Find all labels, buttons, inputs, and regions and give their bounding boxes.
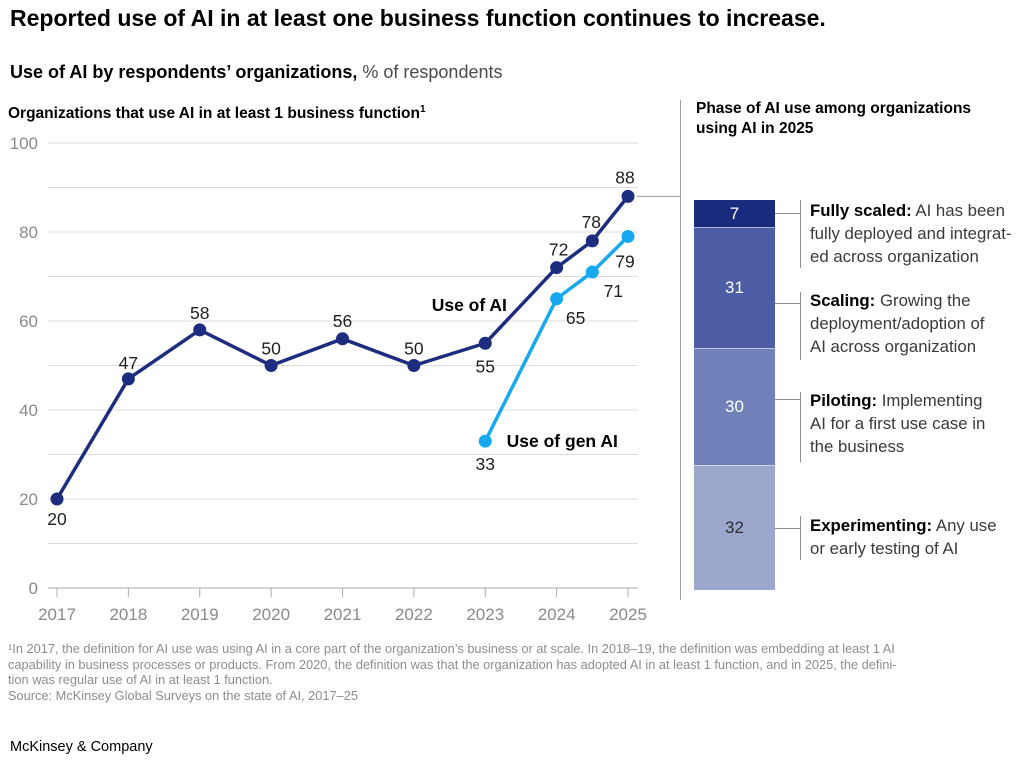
bar-segment-fully-scaled: 7 — [694, 200, 775, 228]
phase-description-piloting: Piloting: Implementing AI for a first use… — [810, 389, 1024, 458]
data-point — [478, 434, 492, 448]
series-annotation: Use of gen AI — [507, 431, 618, 451]
data-label: 65 — [566, 308, 585, 328]
bar-segment-value: 30 — [725, 397, 744, 417]
panel-divider — [680, 100, 681, 600]
x-tick-label: 2025 — [609, 605, 647, 624]
footnote: ¹In 2017, the definition for AI use was … — [8, 641, 897, 703]
data-label: 71 — [604, 281, 623, 301]
phase-term: Scaling: — [810, 291, 876, 310]
data-label: 20 — [47, 509, 67, 529]
bar-segment-value: 32 — [725, 518, 744, 538]
phase-description-line: the business — [810, 437, 905, 456]
subtitle-bold: Use of AI by respondents’ organizations, — [10, 62, 358, 82]
series-line-1 — [483, 234, 630, 443]
phase-description-line: AI for a first use case in — [810, 414, 986, 433]
data-label: 58 — [190, 303, 209, 323]
data-point — [407, 359, 421, 372]
data-label: 72 — [549, 240, 568, 260]
series-annotation: Use of AI — [432, 295, 507, 315]
x-tick-label: 2017 — [38, 605, 76, 624]
data-point — [121, 372, 135, 386]
bar-segment-experimenting: 32 — [694, 465, 775, 590]
phase-description-line: AI across organization — [810, 337, 977, 356]
page-title: Reported use of AI in at least one busin… — [10, 5, 826, 31]
phase-description-fully-scaled: Fully scaled: AI has been fully deployed … — [810, 199, 1024, 268]
x-tick-label: 2023 — [466, 605, 504, 624]
data-point — [550, 292, 564, 306]
data-label: 56 — [333, 311, 352, 331]
phase-panel-heading: Phase of AI use among organizations usin… — [696, 100, 972, 137]
y-tick-label: 100 — [10, 134, 38, 153]
data-point — [50, 492, 64, 506]
bar-segment-piloting: 30 — [694, 348, 775, 466]
callout-connector-tick — [800, 516, 801, 560]
callout-connector-tick — [800, 200, 801, 268]
line-panel-heading-text: Organizations that use AI in at least 1 … — [8, 105, 420, 123]
line-panel-heading: Organizations that use AI in at least 1 … — [8, 100, 426, 124]
callout-connector-line — [775, 399, 800, 400]
y-tick-label: 80 — [19, 223, 38, 242]
phase-description-experimenting: Experimenting: Any use or early testing o… — [810, 514, 1024, 560]
y-tick-label: 0 — [29, 579, 38, 598]
data-point — [585, 234, 599, 248]
data-label: 78 — [582, 212, 601, 232]
data-point — [478, 336, 492, 350]
brand-footer: McKinsey & Company — [10, 739, 153, 755]
bar-segment-value: 31 — [725, 278, 744, 298]
y-tick-label: 20 — [19, 490, 38, 509]
phase-description-scaling: Scaling: Growing the deployment/adoption … — [810, 289, 1024, 358]
footnote-marker: 1 — [419, 104, 426, 115]
phase-stacked-bar: 7 31 30 32 — [694, 200, 775, 590]
series-line-0 — [55, 194, 630, 501]
phase-description-line: Experimenting: Any use — [810, 516, 997, 535]
phase-description-line: fully deployed and integrat- — [810, 224, 1012, 243]
bar-segment-scaling: 31 — [694, 227, 775, 349]
bar-segment-value: 7 — [729, 203, 740, 223]
phase-term: Experimenting: — [810, 516, 933, 535]
data-point — [621, 229, 635, 243]
callout-connector-line — [775, 303, 800, 304]
callout-connector-tick — [800, 292, 801, 360]
data-point — [550, 261, 564, 275]
data-point — [264, 359, 278, 372]
y-tick-label: 60 — [19, 312, 38, 331]
data-label: 33 — [476, 454, 495, 474]
data-label: 50 — [404, 339, 424, 359]
phase-term: Fully scaled: — [810, 201, 912, 220]
data-point — [585, 265, 599, 279]
chart-subtitle: Use of AI by respondents’ organizations,… — [10, 62, 502, 83]
x-tick-label: 2018 — [109, 605, 147, 624]
line-chart-svg: 2017 2018 2019 2020 2021 2022 2023 2024 2025 0 20 4… — [10, 134, 680, 624]
subtitle-units: % of respondents — [357, 62, 503, 82]
callout-connector-tick — [800, 392, 801, 462]
phase-description-line: Scaling: Growing the — [810, 291, 971, 310]
x-tick-label: 2019 — [181, 605, 219, 624]
phase-description-line: deployment/adoption of — [810, 314, 985, 333]
data-label: 88 — [615, 167, 634, 187]
phase-description-line: ed across organization — [810, 247, 979, 266]
x-tick-label: 2024 — [538, 605, 576, 624]
phase-description-line: or early testing of AI — [810, 539, 959, 558]
phase-description-line: Piloting: Implementing — [810, 391, 983, 410]
data-point — [193, 323, 207, 337]
data-point — [336, 332, 349, 346]
x-tick-label: 2021 — [324, 605, 362, 624]
data-point — [621, 189, 635, 203]
phase-term: Piloting: — [810, 391, 878, 410]
data-label: 55 — [476, 356, 495, 376]
data-label: 47 — [119, 353, 138, 373]
callout-connector-line — [775, 213, 800, 214]
callout-connector-line — [775, 528, 800, 529]
x-tick-label: 2020 — [252, 605, 290, 624]
x-tick-label: 2022 — [395, 605, 433, 624]
phase-description-line: Fully scaled: AI has been — [810, 201, 1005, 220]
y-tick-label: 40 — [19, 401, 38, 420]
data-label: 50 — [261, 339, 281, 359]
data-label: 79 — [615, 251, 634, 271]
